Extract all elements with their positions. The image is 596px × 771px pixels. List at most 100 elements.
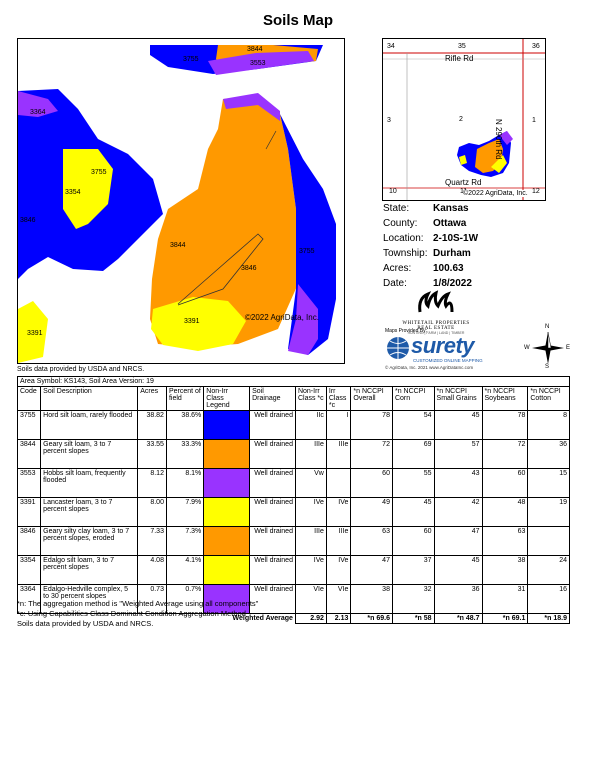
cell-acres: 8.12 [137, 468, 167, 498]
cell-overall: 38 [350, 584, 393, 614]
weighted-irr: 2.13 [325, 613, 352, 624]
weighted-nonirr: 2.92 [294, 613, 327, 624]
cell-acres: 7.33 [137, 526, 167, 556]
cell-cotton: 19 [527, 497, 570, 527]
locator-map-graphic [383, 39, 545, 200]
col-header: Code [16, 386, 42, 411]
soils-table: Area Symbol: KS143, Soil Area Version: 1… [16, 376, 570, 624]
info-key: Township: [383, 248, 428, 259]
info-value: Kansas [433, 203, 469, 214]
cell-irr: IIIe [325, 526, 352, 556]
cell-code: 3391 [16, 497, 42, 527]
footnote: *c: Using Capabilities Class Dominant Co… [17, 609, 246, 618]
area-symbol: Area Symbol: KS143, Soil Area Version: 1… [17, 376, 570, 387]
map-copyright: ©2022 AgriData, Inc. [245, 313, 319, 322]
cell-code: 3844 [16, 439, 42, 469]
footnote: *n: The aggregation method is "Weighted … [17, 599, 259, 608]
section-number: 12 [532, 188, 540, 195]
footnotes: *n: The aggregation method is "Weighted … [17, 599, 258, 629]
weighted-label: Weighted Average [232, 615, 293, 622]
soil-unit-3391-south [151, 297, 246, 351]
map-label: 3755 [299, 248, 315, 255]
cell-pct: 8.1% [165, 468, 205, 498]
cell-small: 45 [433, 410, 483, 440]
cell-soy: 38 [481, 555, 529, 585]
info-key: County: [383, 218, 418, 229]
cell-soy: 31 [481, 584, 529, 614]
cell-soy: 63 [481, 526, 529, 556]
class-legend-swatch [203, 497, 251, 527]
cell-overall: 72 [350, 439, 393, 469]
soil-unit-3364 [18, 91, 58, 117]
table-row: 3553 Hobbs silt loam, frequently flooded 8… [16, 468, 570, 498]
section-number: 34 [387, 43, 395, 50]
cell-acres: 38.82 [137, 410, 167, 440]
soils-map[interactable]: 3844 3755 3553 3364 3755 3354 3846 3844 … [17, 38, 345, 364]
soil-unit-3846-outline [177, 233, 264, 306]
cell-drain: Well drained [249, 497, 296, 527]
cell-cotton: 16 [527, 584, 570, 614]
cell-acres: 4.08 [137, 555, 167, 585]
map-label: 3755 [91, 169, 107, 176]
soil-unit-3553-north [208, 51, 314, 75]
compass-rose-icon: N S E W [524, 324, 570, 370]
cell-corn: 60 [391, 526, 435, 556]
weighted-small: *n 48.7 [433, 613, 483, 624]
col-header: Irr Class *c [325, 386, 352, 411]
col-header: *n NCCPI Overall [350, 386, 393, 411]
cell-drain: Well drained [249, 584, 296, 614]
table-row: 3755 Hord silt loam, rarely flooded 38.82 3… [16, 410, 570, 440]
cell-acres: 8.00 [137, 497, 167, 527]
table-row: 3364 Edalgo-Hedville complex, 5 to 30 per… [16, 584, 570, 614]
cell-overall: 78 [350, 410, 393, 440]
cell-pct: 38.6% [165, 410, 205, 440]
cell-pct: 4.1% [165, 555, 205, 585]
cell-code: 3755 [16, 410, 42, 440]
col-header: Soil Drainage [249, 386, 296, 411]
cell-nonirr: IVe [294, 497, 327, 527]
cell-pct: 7.3% [165, 526, 205, 556]
cell-drain: Well drained [249, 410, 296, 440]
section-number: 3 [387, 117, 391, 124]
map-label: 3391 [27, 330, 43, 337]
cell-code: 3364 [16, 584, 42, 614]
parcel-info: State: Kansas County: Ottawa Location: 2-10… [383, 203, 478, 293]
cell-cotton: 36 [527, 439, 570, 469]
weighted-corn: *n 58 [391, 613, 435, 624]
col-header: Non-Irr Class *c [294, 386, 327, 411]
whitetail-name: WHITETAIL PROPERTIES REAL ESTATE [402, 321, 470, 331]
compass-w: W [524, 345, 530, 351]
surety-logo: Maps Provided By: surety CUSTOMIZED ONLI… [383, 328, 513, 370]
table-row: 3846 Geary silty clay loam, 3 to 7 percen… [16, 526, 570, 556]
cell-corn: 54 [391, 410, 435, 440]
cell-drain: Well drained [249, 439, 296, 469]
cell-nonirr: IIIe [294, 439, 327, 469]
info-value: 2-10S-1W [433, 233, 479, 244]
road-label: N 290th Rd [494, 119, 503, 160]
cell-desc: Edalgo-Hedville complex, 5 to 30 percent… [40, 584, 139, 614]
soils-map-graphic [18, 45, 336, 363]
table-row: 3844 Geary silt loam, 3 to 7 percent slop… [16, 439, 570, 469]
cell-irr: VIe [325, 584, 352, 614]
globe-icon [387, 337, 409, 359]
weighted-average-row: Weighted Average 2.92 2.13 *n 69.6 *n 58… [18, 613, 570, 624]
class-legend-swatch [203, 526, 251, 556]
cell-drain: Well drained [249, 468, 296, 498]
info-key: Acres: [383, 263, 412, 274]
cell-code: 3846 [16, 526, 42, 556]
cell-corn: 45 [391, 497, 435, 527]
locator-map[interactable]: 34 35 36 3 2 1 10 11 12 Rifle Rd N 290th… [382, 38, 546, 201]
cell-soy: 60 [481, 468, 529, 498]
cell-pct: 33.3% [165, 439, 205, 469]
col-header: Non-Irr Class Legend [203, 386, 251, 411]
map-label: 3755 [183, 56, 199, 63]
col-header: *n NCCPI Soybeans [481, 386, 529, 411]
surety-copyright: © AgriData, Inc. 2021 www.AgriDataInc.co… [385, 365, 474, 370]
cell-overall: 49 [350, 497, 393, 527]
soil-unit-3844-main [150, 95, 298, 347]
cell-small: 57 [433, 439, 483, 469]
class-legend-swatch [203, 410, 251, 440]
cell-soy: 48 [481, 497, 529, 527]
weighted-soy: *n 69.1 [481, 613, 529, 624]
cell-corn: 69 [391, 439, 435, 469]
